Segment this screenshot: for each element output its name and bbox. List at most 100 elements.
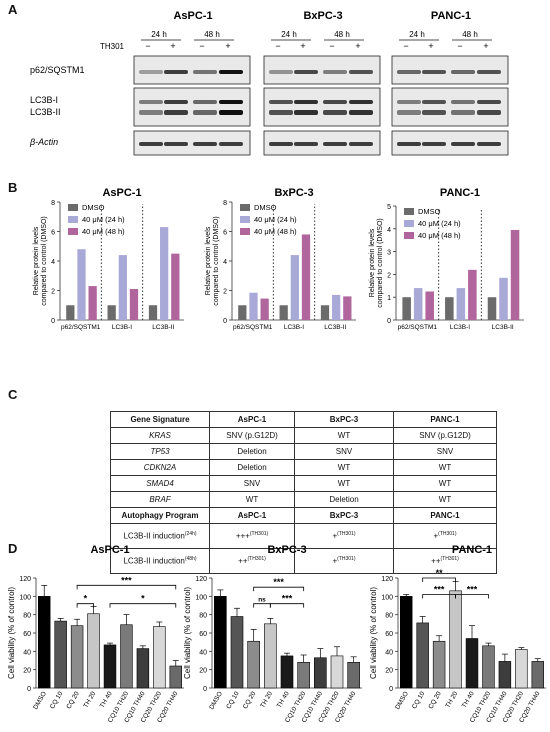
y-tick-label: 4 — [387, 227, 391, 234]
bar — [129, 289, 139, 320]
chart-title: AsPC-1 — [90, 544, 129, 556]
significance-bracket — [109, 603, 177, 608]
protein-band — [397, 100, 421, 104]
protein-band — [139, 100, 163, 104]
bar — [118, 255, 127, 320]
table-row: BRAF WT Deletion WT — [110, 491, 497, 508]
bar — [413, 288, 423, 320]
legend-label: 40 μM (24 h) — [418, 219, 461, 228]
bar — [445, 297, 454, 320]
lane-sign: − — [145, 41, 150, 51]
y-tick-label: 20 — [385, 668, 393, 675]
bar — [456, 288, 466, 320]
x-tick-label: CQ 20 — [427, 690, 443, 710]
y-axis-label-line: Relative protein levels — [369, 228, 376, 297]
legend-swatch — [68, 204, 78, 211]
y-tick-label: 20 — [23, 668, 31, 675]
legend-swatch — [240, 204, 250, 211]
protein-band — [349, 70, 373, 74]
protein-band — [422, 70, 446, 74]
significance-label: *** — [121, 575, 132, 585]
bar — [214, 596, 227, 689]
bar — [169, 665, 182, 689]
y-tick-label: 3 — [387, 250, 391, 257]
protein-band — [193, 100, 217, 104]
significance-bracket — [253, 586, 305, 592]
y-tick-label: 40 — [385, 649, 393, 656]
blot-cell-line-label: PANC-1 — [431, 10, 471, 22]
legend-swatch — [240, 216, 250, 223]
bar — [400, 596, 413, 689]
x-tick-label: DMSO — [394, 691, 410, 711]
lane-sign: − — [199, 41, 204, 51]
y-tick-label: 80 — [199, 613, 207, 620]
y-axis-label: Cell viability (% of control) — [7, 587, 16, 679]
lane-sign: − — [275, 41, 280, 51]
significance-bracket — [76, 584, 177, 590]
protein-band — [269, 110, 293, 115]
bar — [290, 255, 299, 320]
x-tick-label: LC3B-I — [112, 324, 132, 331]
table-row: TP53 Deletion SNV SNV — [110, 443, 497, 460]
x-tick-label: TH 40 — [99, 690, 114, 709]
y-tick-label: 0 — [387, 318, 391, 325]
bar — [264, 623, 277, 689]
y-axis-label: Relative protein levelscompared to contr… — [33, 216, 48, 305]
lane-sign: + — [170, 41, 175, 51]
protein-band — [477, 70, 501, 74]
bar — [77, 249, 86, 320]
protein-band — [139, 70, 163, 74]
protein-band — [451, 70, 475, 74]
bar — [280, 655, 294, 689]
y-tick-label: 1 — [387, 295, 391, 302]
table-row: CDKN2A Deletion WT WT — [110, 459, 497, 476]
bar — [66, 305, 75, 320]
x-tick-label: TH 20 — [82, 690, 97, 709]
bar — [297, 662, 310, 689]
x-tick-label: LC3B-I — [284, 324, 304, 331]
significance-label: ns — [258, 597, 266, 604]
bar — [238, 305, 247, 320]
bar — [343, 296, 352, 320]
y-tick-label: 60 — [23, 631, 31, 638]
protein-band — [219, 100, 243, 104]
significance-label: ** — [436, 568, 444, 578]
x-tick-label: TH 40 — [276, 690, 291, 709]
protein-band — [323, 70, 347, 74]
blot-cell-line-label: AsPC-1 — [173, 10, 212, 22]
protein-band — [397, 142, 421, 146]
timepoint-label: 24 h — [281, 30, 297, 39]
protein-band — [349, 110, 373, 115]
lane-sign: − — [403, 41, 408, 51]
protein-band — [164, 142, 188, 146]
protein-label: p62/SQSTM1 — [30, 65, 85, 75]
legend-label: 40 μM (24 h) — [82, 215, 125, 224]
lane-sign: + — [428, 41, 433, 51]
protein-band — [422, 110, 446, 115]
protein-band — [294, 110, 318, 115]
x-tick-label: LC3B-II — [152, 324, 174, 331]
x-tick-label: p62/SQSTM1 — [398, 324, 438, 331]
y-tick-label: 40 — [199, 649, 207, 656]
bar — [499, 277, 508, 320]
protein-band — [294, 100, 318, 104]
legend-swatch — [404, 232, 414, 239]
bar — [260, 298, 269, 320]
protein-band — [477, 142, 501, 146]
western-blot-panel: AsPC-124 h 48 h− + − +BxPC-324 h 48 h− + − +PANC… — [29, 10, 509, 156]
protein-band — [349, 100, 373, 104]
protein-band — [193, 110, 217, 115]
x-tick-label: CQ 20 — [65, 690, 81, 710]
y-tick-label: 5 — [387, 204, 391, 211]
x-tick-label: CQ 10 — [49, 690, 65, 710]
y-tick-label: 20 — [199, 668, 207, 675]
y-tick-label: 4 — [223, 259, 227, 266]
significance-label: * — [84, 594, 88, 604]
bar — [416, 622, 429, 689]
legend-swatch — [68, 228, 78, 235]
bar — [314, 657, 327, 689]
protein-band — [193, 70, 217, 74]
y-tick-label: 8 — [51, 200, 55, 207]
induction-label: LC3B-II induction(48h) — [110, 548, 210, 574]
